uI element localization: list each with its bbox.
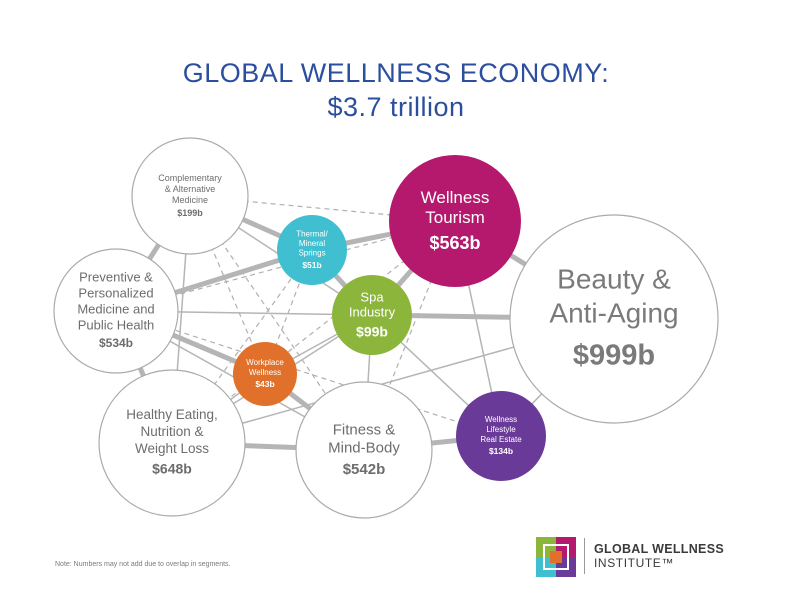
node-realestate-label-line: Real Estate xyxy=(480,435,522,444)
node-realestate-value: $134b xyxy=(489,446,513,456)
node-spa-label-line: Industry xyxy=(349,304,396,319)
node-cam-circle xyxy=(131,137,249,255)
node-thermal-label-line: Thermal/ xyxy=(296,230,328,239)
node-cam-label-line: Medicine xyxy=(172,195,208,205)
node-eating-label-line: Nutrition & xyxy=(140,424,203,439)
node-tourism-circle xyxy=(389,155,521,287)
node-fitness-label-line: Mind-Body xyxy=(328,439,400,456)
logo-divider xyxy=(584,538,585,574)
node-beauty-circle xyxy=(509,214,719,424)
node-spa-circle xyxy=(332,275,412,355)
footnote: Note: Numbers may not add due to overlap… xyxy=(55,561,231,568)
node-spa-value: $99b xyxy=(356,324,388,340)
node-fitness-circle xyxy=(295,381,433,519)
logo-name: GLOBAL WELLNESS xyxy=(594,542,724,556)
page-subtitle-total: $3.7 trillion xyxy=(327,92,465,122)
node-fitness-value: $542b xyxy=(343,461,386,478)
node-tourism-label-line: Wellness xyxy=(421,188,490,207)
node-eating-label-line: Healthy Eating, xyxy=(126,407,218,422)
node-cam-label-line: Complementary xyxy=(158,173,222,183)
node-beauty: Beauty &Anti-Aging $999b xyxy=(509,214,719,424)
node-tourism-label-line: Tourism xyxy=(425,208,485,227)
node-thermal-value: $51b xyxy=(302,260,321,270)
node-preventive-value: $534b xyxy=(99,336,133,350)
node-beauty-value: $999b xyxy=(573,340,655,372)
node-beauty-label-line: Anti-Aging xyxy=(549,298,678,329)
node-tourism-value: $563b xyxy=(429,233,480,253)
link-preventive-realestate xyxy=(115,310,502,437)
node-preventive-label-line: Public Health xyxy=(78,318,155,333)
node-preventive-label-line: Personalized xyxy=(78,286,153,301)
node-beauty-label-line: Beauty & xyxy=(557,264,671,295)
node-realestate-label-line: Wellness xyxy=(485,415,517,424)
node-fitness: Fitness &Mind-Body $542b xyxy=(295,381,433,519)
node-workplace-circle xyxy=(233,342,297,406)
gwi-logo: GLOBAL WELLNESS INSTITUTE™ xyxy=(532,534,752,580)
node-thermal-circle xyxy=(277,215,347,285)
node-cam-value: $199b xyxy=(177,208,203,218)
node-realestate-label-line: Lifestyle xyxy=(486,425,516,434)
node-preventive-label-line: Medicine and xyxy=(77,302,154,317)
logo-subtitle: INSTITUTE™ xyxy=(594,556,674,570)
node-eating-label-line: Weight Loss xyxy=(135,441,209,456)
node-thermal-label-line: Mineral xyxy=(299,239,325,248)
node-realestate-circle xyxy=(456,391,546,481)
page-title: GLOBAL WELLNESS ECONOMY: xyxy=(182,58,610,88)
node-fitness-label-line: Fitness & xyxy=(333,421,396,438)
node-cam-label-line: & Alternative xyxy=(165,184,216,194)
node-workplace-label-line: Workplace xyxy=(246,358,284,367)
node-spa-label-line: Spa xyxy=(360,289,384,304)
node-thermal-label-line: Springs xyxy=(298,249,325,258)
node-workplace-label-line: Wellness xyxy=(249,368,281,377)
node-preventive-circle xyxy=(53,248,179,374)
node-eating: Healthy Eating, Nutrition & Weight Loss $64… xyxy=(98,369,246,517)
node-eating-value: $648b xyxy=(152,461,192,477)
node-preventive-label-line: Preventive & xyxy=(79,270,153,285)
node-workplace-value: $43b xyxy=(255,379,274,389)
node-eating-circle xyxy=(98,369,246,517)
gwi-logo-icon xyxy=(536,537,576,577)
